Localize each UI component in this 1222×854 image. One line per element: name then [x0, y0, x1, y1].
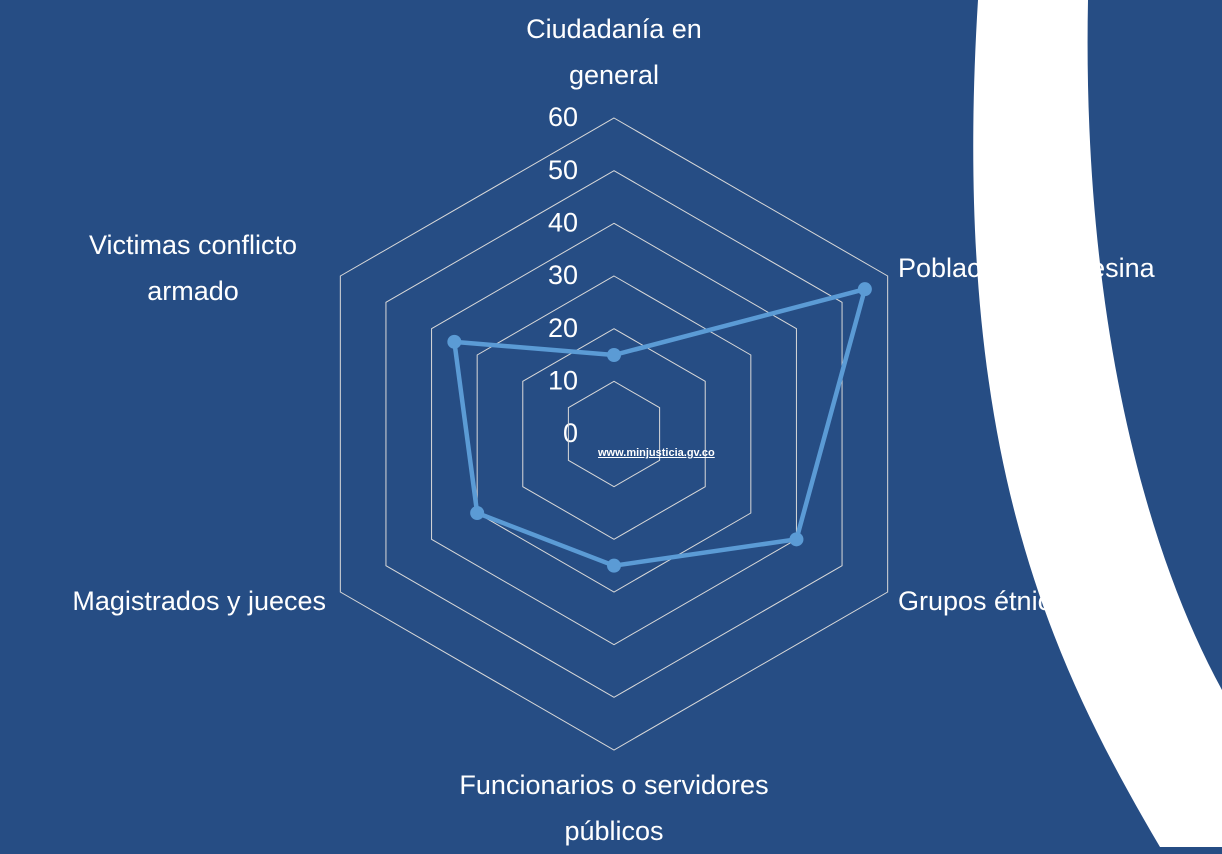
- series-point: [607, 348, 621, 362]
- r-tick-label: 20: [548, 313, 578, 343]
- series-point: [447, 334, 462, 349]
- category-label: Grupos étnicos: [898, 586, 1080, 616]
- category-label: Victimas conflicto armado: [88, 230, 298, 306]
- grid-ring: [476, 275, 752, 593]
- r-tick-label: 40: [548, 207, 578, 237]
- grid-ring: [431, 222, 797, 646]
- category-label: Población campesina: [898, 253, 1155, 283]
- grid-ring: [522, 328, 706, 540]
- category-label: Ciudadanía en general: [526, 14, 702, 90]
- series-point: [470, 506, 485, 520]
- r-tick-label: 30: [548, 260, 578, 290]
- series-point: [789, 532, 804, 547]
- r-tick-label: 50: [548, 155, 578, 185]
- watermark: www.minjusticia.gv.co: [598, 447, 715, 459]
- grid-ring: [567, 380, 661, 488]
- category-label: Funcionarios o servidores públicos: [459, 770, 769, 846]
- r-tick-label: 0: [563, 418, 578, 448]
- r-tick-label: 10: [548, 365, 578, 395]
- grid-ring: [339, 117, 889, 751]
- category-label: Magistrados y jueces: [72, 586, 326, 616]
- r-tick-label: 60: [548, 102, 578, 132]
- grid-ring: [385, 170, 843, 698]
- series-point: [857, 282, 872, 297]
- series-point: [607, 558, 621, 573]
